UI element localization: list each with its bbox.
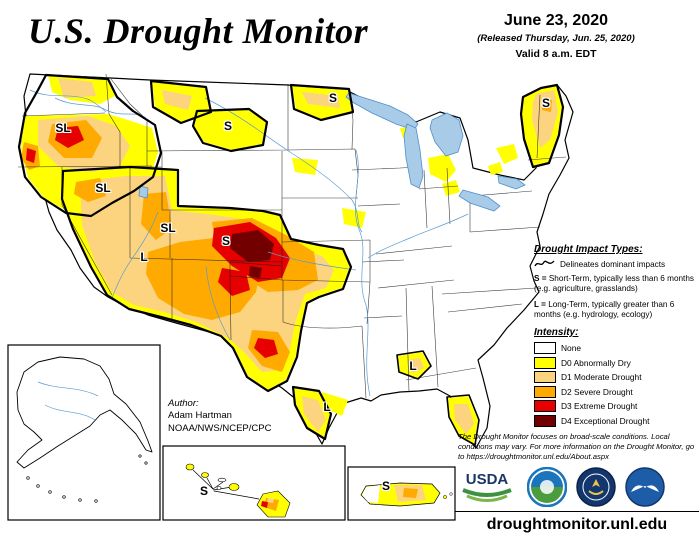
- author-label: Author:: [168, 398, 199, 409]
- island-maui: [228, 483, 240, 491]
- map-label-montana: S: [223, 119, 233, 133]
- author-agency: NOAA/NWS/NCEP/CPC: [168, 422, 272, 434]
- alaska-rivers: [37, 381, 99, 421]
- hawaii-fan-lines: [192, 469, 260, 500]
- legend-row-d2: D2 Severe Drought: [534, 385, 700, 398]
- legend: Drought Impact Types: Delineates dominan…: [534, 244, 700, 429]
- intensity-swatch-d0: [534, 356, 556, 369]
- map-label-arizona: L: [140, 250, 148, 264]
- page-title: U.S. Drought Monitor: [28, 11, 369, 51]
- author-name: Adam Hartman: [168, 410, 232, 422]
- map-date: June 23, 2020: [503, 12, 609, 29]
- ndmc-logo: [527, 467, 567, 507]
- author-block: Author: Adam Hartman NOAA/NWS/NCEP/CPC: [168, 398, 271, 435]
- map-label-colorado-kansas: S: [221, 234, 231, 248]
- svg-text:USDA: USDA: [466, 471, 509, 488]
- lake-huron: [429, 112, 464, 157]
- legend-row-d0: D0 Abnormally Dry: [534, 356, 700, 369]
- intensity-swatch-d3: [534, 400, 556, 412]
- map-label-georgia-florida: L: [409, 359, 417, 373]
- intensity-label-none: None: [561, 343, 582, 353]
- map-label-utah: SL: [160, 221, 176, 235]
- hawaii-inset: [162, 445, 346, 521]
- great-lakes: [138, 92, 526, 212]
- legend-row-none: None: [534, 342, 700, 354]
- aleutian-islands: [26, 454, 148, 503]
- intensity-label-d2: D2 Severe Drought: [561, 386, 633, 397]
- logo-row: USDA: [456, 467, 698, 507]
- drought-d4-layer: [230, 230, 274, 278]
- long-term-definition: L = Long-Term, typically greater than 6 …: [534, 299, 675, 319]
- legend-row-d3: D3 Extreme Drought: [534, 400, 700, 412]
- intensity-heading: Intensity:: [534, 327, 579, 338]
- state-borders: [17, 73, 567, 399]
- map-label-south-texas: L: [323, 400, 331, 414]
- date-block: June 23, 2020 (Released Thursday, Jun. 2…: [432, 12, 680, 60]
- rivers: [29, 89, 469, 397]
- usda-logo: USDA: [462, 471, 512, 502]
- great-salt-lake: [138, 185, 149, 199]
- intensity-swatch-d1: [534, 371, 556, 383]
- map-label-oregon: SL: [55, 121, 71, 135]
- alaska-inset: [7, 344, 161, 521]
- disclaimer-text: The Drought Monitor focuses on broad-sca…: [458, 432, 695, 461]
- intensity-swatch-none: [534, 342, 556, 354]
- noaa-logo: [625, 467, 665, 507]
- squiggle-line-icon: [534, 260, 555, 267]
- release-date: (Released Thursday, Jun. 25, 2020): [477, 33, 635, 44]
- island-lanai: [216, 486, 222, 490]
- intensity-label-d0: D0 Abnormally Dry: [561, 357, 631, 368]
- doc-seal-logo: [576, 467, 616, 507]
- impact-types-heading: Drought Impact Types:: [534, 244, 643, 255]
- map-label-nevada: SL: [95, 181, 111, 195]
- intensity-swatch-d2: [534, 385, 556, 398]
- intensity-swatch-d4: [534, 414, 556, 427]
- intensity-label-d4: D4 Exceptional Drought: [561, 415, 650, 426]
- map-label-puerto-rico: S: [381, 479, 391, 493]
- lake-michigan: [403, 123, 424, 189]
- short-term-definition: S = Short-Term, typically less than 6 mo…: [534, 274, 694, 294]
- valid-time: Valid 8 a.m. EDT: [515, 48, 597, 60]
- puerto-rico-inset: [347, 466, 456, 521]
- delineates-row: Delineates dominant impacts: [534, 259, 700, 269]
- delineates-label: Delineates dominant impacts: [560, 259, 666, 269]
- footer-url: droughtmonitor.unl.edu: [455, 511, 699, 534]
- lake-erie: [458, 189, 501, 212]
- legend-row-d4: D4 Exceptional Drought: [534, 414, 700, 427]
- island-molokai: [217, 477, 227, 483]
- alaska-landmass: [16, 356, 153, 469]
- map-label-north-dakota: S: [328, 91, 338, 105]
- intensity-label-d1: D1 Moderate Drought: [561, 372, 642, 382]
- impact-outlines: [17, 73, 565, 446]
- island-oahu: [201, 472, 209, 478]
- island-kauai: [185, 463, 195, 471]
- lake-ontario: [497, 175, 526, 190]
- legend-row-d1: D1 Moderate Drought: [534, 371, 700, 383]
- map-label-hawaii: S: [199, 484, 209, 498]
- map-label-new-england: S: [541, 96, 551, 110]
- intensity-label-d3: D3 Extreme Drought: [561, 401, 638, 411]
